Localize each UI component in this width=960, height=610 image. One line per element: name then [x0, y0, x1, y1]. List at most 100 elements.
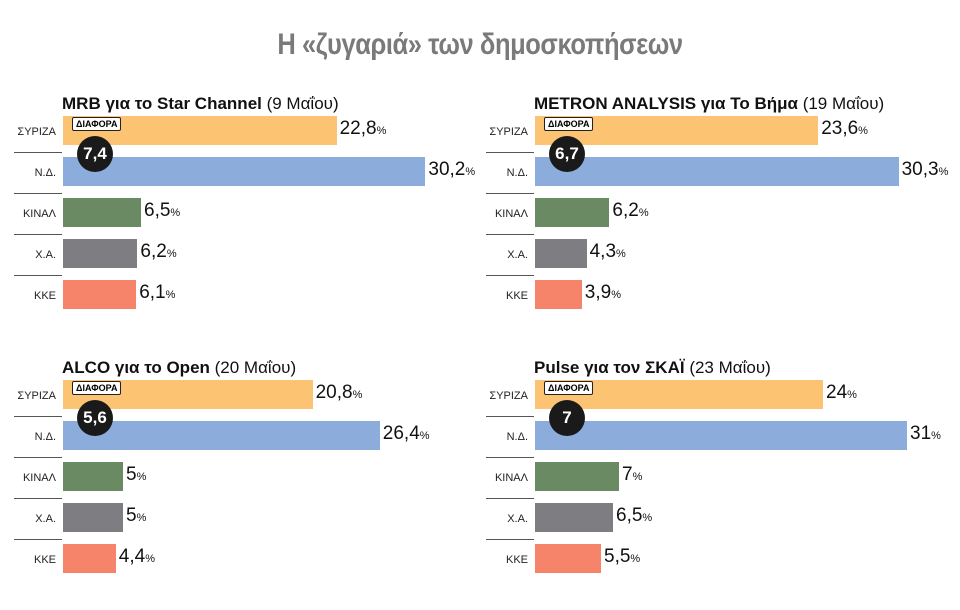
value-label: 22,8%: [339, 118, 387, 139]
poll-date: (19 Μαΐου): [797, 94, 885, 113]
value-label: 26,4%: [382, 423, 430, 444]
row-divider: [486, 539, 534, 540]
category-label: Ν.Δ.: [506, 431, 528, 443]
bar: [535, 198, 610, 227]
category-label: ΣΥΡΙΖΑ: [17, 126, 56, 138]
row-divider: [14, 193, 62, 194]
bar: [535, 280, 582, 309]
poll-panel: MRB για το Star Channel (9 Μαΐου) ΣΥΡΙΖΑ 2…: [0, 94, 475, 346]
value-label: 6,5%: [144, 200, 181, 221]
bar-row: Χ.Α. 4,3%: [472, 239, 942, 276]
poll-date: (23 Μαΐου): [684, 358, 771, 377]
panel-title: ALCO για το Open (20 Μαΐου): [62, 358, 296, 378]
bar-row: Ν.Δ. 26,4%: [0, 421, 470, 458]
pollster-name: Pulse για τον ΣΚΑΪ: [534, 358, 685, 377]
value-label: 5%: [126, 505, 147, 526]
bar-row: Ν.Δ. 30,3%: [472, 157, 948, 194]
value-label: 5,5%: [604, 546, 641, 567]
category-label: ΚΚΕ: [33, 290, 56, 302]
value-label: 4,3%: [589, 241, 626, 262]
value-label: 3,9%: [584, 282, 621, 303]
value-label: 7%: [622, 464, 643, 485]
value-label: 6,1%: [139, 282, 176, 303]
bar-row: ΚΚΕ 3,9%: [472, 280, 942, 309]
poll-date: (9 Μαΐου): [261, 94, 339, 113]
value-label: 23,6%: [821, 118, 868, 139]
difference-badge: 7,4: [77, 136, 113, 172]
category-label: ΣΥΡΙΖΑ: [489, 126, 528, 138]
difference-badge: 7: [549, 400, 585, 436]
bar: [63, 421, 380, 450]
bar-row: ΚΚΕ 4,4%: [0, 544, 470, 573]
bar-row: ΚΙΝΑΛ 7%: [472, 462, 942, 499]
pollster-name: ALCO για το Open: [62, 358, 210, 377]
bar-row: ΚΙΝΑΛ 5%: [0, 462, 470, 499]
bar: [535, 544, 601, 573]
bar-row: Χ.Α. 5%: [0, 503, 470, 540]
panel-title: MRB για το Star Channel (9 Μαΐου): [62, 94, 339, 114]
main-title: Η «ζυγαριά» των δημοσκοπήσεων: [277, 28, 683, 61]
bar: [63, 280, 137, 309]
category-label: Ν.Δ.: [506, 167, 528, 179]
poll-date: (20 Μαΐου): [209, 358, 297, 377]
pollster-name: MRB για το Star Channel: [62, 94, 262, 113]
value-label: 30,2%: [428, 159, 476, 180]
row-divider: [14, 416, 62, 417]
bar: [63, 198, 141, 227]
bar-row: Ν.Δ. 31%: [472, 421, 942, 458]
difference-tag: ΔΙΑΦΟΡΑ: [72, 381, 122, 395]
category-label: Χ.Α.: [507, 249, 528, 261]
category-label: ΚΙΝΑΛ: [494, 208, 528, 220]
bar-row: ΣΥΡΙΖΑ 22,8% ΔΙΑΦΟΡΑ 7,4: [0, 116, 470, 172]
bar: [63, 462, 123, 491]
bar-row: ΚΚΕ 6,1%: [0, 280, 470, 309]
bar: [535, 503, 613, 532]
category-label: ΚΚΕ: [505, 290, 528, 302]
category-label: ΚΚΕ: [505, 554, 528, 566]
row-divider: [14, 152, 62, 153]
category-label: Ν.Δ.: [34, 167, 56, 179]
row-divider: [486, 193, 534, 194]
bar-row: ΚΚΕ 5,5%: [472, 544, 942, 573]
bar-row: ΣΥΡΙΖΑ 20,8% ΔΙΑΦΟΡΑ 5,6: [0, 380, 470, 436]
poll-panel: Pulse για τον ΣΚΑΪ (23 Μαΐου) ΣΥΡΙΖΑ 24% ΔΙ…: [472, 358, 942, 610]
value-label: 20,8%: [315, 382, 363, 403]
category-label: ΚΙΝΑΛ: [494, 472, 528, 484]
value-label: 31%: [910, 423, 941, 444]
bar: [63, 157, 426, 186]
value-label: 6,5%: [616, 505, 653, 526]
bar-row: Ν.Δ. 30,2%: [0, 157, 475, 194]
value-label: 6,2%: [140, 241, 177, 262]
category-label: Χ.Α.: [35, 249, 56, 261]
bar: [63, 544, 116, 573]
bar-row: ΣΥΡΙΖΑ 24% ΔΙΑΦΟΡΑ 7: [472, 380, 942, 436]
bar-row: ΣΥΡΙΖΑ 23,6% ΔΙΑΦΟΡΑ 6,7: [472, 116, 942, 172]
value-label: 5%: [126, 464, 147, 485]
row-divider: [486, 457, 534, 458]
category-label: ΣΥΡΙΖΑ: [489, 390, 528, 402]
bar: [535, 421, 907, 450]
row-divider: [486, 498, 534, 499]
value-label: 30,3%: [901, 159, 949, 180]
category-label: ΚΚΕ: [33, 554, 56, 566]
row-divider: [14, 234, 62, 235]
row-divider: [486, 234, 534, 235]
difference-tag: ΔΙΑΦΟΡΑ: [544, 381, 594, 395]
panel-title: METRON ANALYSIS για Το Βήμα (19 Μαΐου): [534, 94, 884, 114]
row-divider: [14, 457, 62, 458]
category-label: ΣΥΡΙΖΑ: [17, 390, 56, 402]
panel-title: Pulse για τον ΣΚΑΪ (23 Μαΐου): [534, 358, 771, 378]
bar: [535, 462, 619, 491]
category-label: ΚΙΝΑΛ: [22, 208, 56, 220]
bar: [63, 503, 123, 532]
category-label: ΚΙΝΑΛ: [22, 472, 56, 484]
value-label: 4,4%: [118, 546, 155, 567]
difference-tag: ΔΙΑΦΟΡΑ: [72, 117, 122, 131]
row-divider: [486, 416, 534, 417]
pollster-name: METRON ANALYSIS για Το Βήμα: [534, 94, 798, 113]
bar-row: Χ.Α. 6,5%: [472, 503, 942, 540]
bar-row: ΚΙΝΑΛ 6,2%: [472, 198, 942, 235]
value-label: 6,2%: [612, 200, 649, 221]
poll-panel: METRON ANALYSIS για Το Βήμα (19 Μαΐου) ΣΥ…: [472, 94, 948, 346]
category-label: Ν.Δ.: [34, 431, 56, 443]
